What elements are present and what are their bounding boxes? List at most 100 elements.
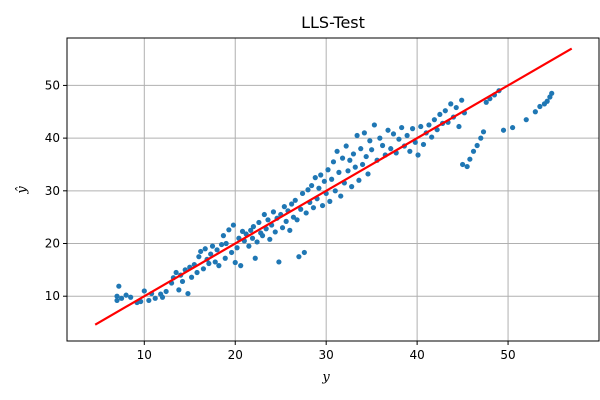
- data-point: [287, 227, 293, 233]
- data-point: [261, 211, 267, 218]
- data-point: [415, 152, 421, 158]
- data-point: [176, 287, 182, 293]
- data-point: [480, 129, 487, 135]
- data-point: [407, 148, 413, 154]
- data-point: [343, 143, 349, 149]
- data-point: [196, 254, 202, 260]
- points-layer: [114, 88, 555, 306]
- data-point: [216, 263, 222, 269]
- chart-title: LLS-Test: [301, 13, 365, 32]
- x-tick-label: 30: [319, 348, 334, 362]
- data-point: [202, 246, 208, 252]
- data-point: [296, 254, 302, 260]
- data-point: [123, 292, 129, 298]
- data-point: [118, 295, 125, 301]
- data-point: [483, 99, 489, 105]
- data-point: [321, 178, 327, 184]
- data-point: [467, 156, 473, 162]
- data-point: [254, 239, 260, 245]
- data-point: [252, 255, 258, 261]
- data-point: [459, 97, 465, 103]
- data-point: [250, 224, 257, 230]
- data-point: [358, 146, 364, 152]
- data-point: [265, 217, 271, 223]
- data-point: [431, 117, 437, 123]
- data-point: [179, 278, 186, 285]
- data-point: [409, 126, 416, 132]
- data-point: [281, 204, 287, 210]
- data-point: [359, 161, 366, 168]
- data-point: [339, 155, 346, 161]
- x-tick-label: 10: [137, 348, 152, 362]
- data-point: [301, 249, 307, 256]
- data-point: [290, 214, 297, 220]
- data-point: [222, 255, 228, 261]
- data-point: [459, 161, 466, 168]
- data-point: [309, 182, 315, 189]
- data-point: [363, 153, 369, 160]
- data-point: [510, 124, 516, 131]
- data-point: [319, 202, 326, 209]
- data-point: [159, 294, 166, 300]
- data-point: [283, 218, 289, 224]
- data-point: [453, 104, 459, 111]
- y-tick-label: 40: [45, 131, 60, 145]
- data-point: [218, 241, 225, 248]
- data-point: [163, 288, 169, 295]
- data-point: [209, 243, 216, 249]
- data-point: [448, 101, 454, 107]
- data-point: [334, 148, 340, 154]
- data-point: [369, 147, 375, 153]
- data-point: [456, 123, 462, 130]
- data-point: [188, 274, 195, 280]
- data-point: [330, 159, 337, 165]
- data-point: [474, 142, 480, 149]
- data-point: [325, 167, 331, 173]
- data-point: [377, 135, 383, 141]
- data-point: [345, 168, 351, 174]
- data-point: [316, 185, 322, 191]
- y-tick-label: 10: [45, 289, 60, 303]
- data-point: [361, 130, 367, 136]
- data-point: [347, 157, 353, 163]
- data-point: [220, 233, 227, 239]
- data-point: [500, 127, 507, 133]
- data-point: [116, 283, 122, 289]
- data-point: [365, 171, 371, 177]
- data-point: [310, 205, 317, 211]
- data-point: [206, 260, 212, 267]
- data-point: [239, 228, 246, 234]
- y-tick-label: 30: [45, 184, 60, 198]
- data-point: [312, 175, 318, 181]
- data-point: [185, 290, 191, 297]
- y-axis-label: ŷ: [15, 186, 30, 195]
- data-point: [418, 123, 424, 130]
- data-point: [152, 295, 158, 301]
- plot-frame: [66, 37, 600, 342]
- data-point: [379, 142, 386, 149]
- data-point: [299, 190, 306, 197]
- data-point: [371, 122, 377, 128]
- data-point: [549, 90, 555, 96]
- x-tick-label: 50: [500, 348, 515, 362]
- data-point: [352, 164, 358, 170]
- data-point: [259, 233, 266, 239]
- data-point: [388, 146, 394, 152]
- data-point: [223, 240, 229, 247]
- data-point: [303, 210, 309, 216]
- data-point: [429, 134, 435, 140]
- data-point: [404, 132, 410, 139]
- data-point: [390, 131, 397, 137]
- data-point: [114, 293, 120, 299]
- data-point: [226, 227, 232, 233]
- data-point: [385, 127, 391, 133]
- data-point: [399, 124, 405, 131]
- ticks-layer: 10 20 30 40 50 10 20 30 40 50: [45, 78, 516, 362]
- fit-line-layer: [94, 47, 573, 326]
- data-point: [200, 266, 207, 272]
- data-point: [350, 151, 357, 157]
- x-axis-label: y: [321, 370, 330, 385]
- data-point: [396, 136, 402, 142]
- data-point: [146, 297, 152, 304]
